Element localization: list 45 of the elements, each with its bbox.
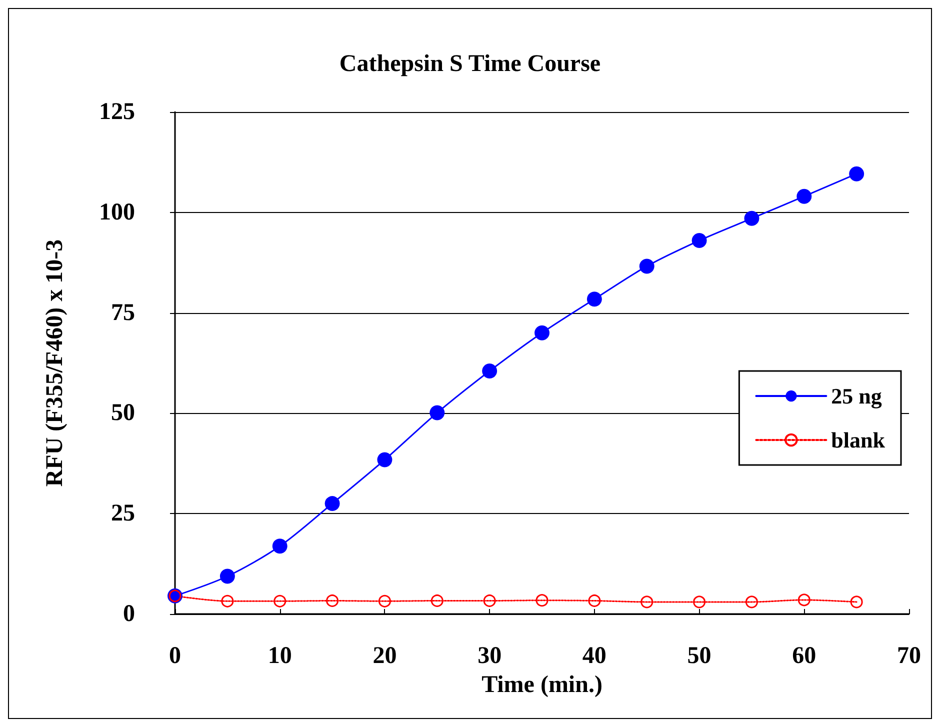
point <box>796 188 812 204</box>
point <box>430 594 444 607</box>
point <box>534 325 550 340</box>
legend-label: blank <box>831 428 886 452</box>
point <box>850 596 863 608</box>
y-tick-label: 100 <box>99 199 135 226</box>
point <box>640 596 654 608</box>
point <box>586 292 602 307</box>
legend-label: 25 ng <box>831 384 882 408</box>
point <box>220 568 235 584</box>
y-tick-label: 25 <box>111 500 135 527</box>
point <box>377 452 392 468</box>
point <box>693 596 706 608</box>
point <box>274 594 286 608</box>
chart-title: Cathepsin S Time Course <box>339 51 601 77</box>
point <box>482 364 498 379</box>
point <box>326 594 339 607</box>
point <box>378 594 391 608</box>
x-tick-label: 60 <box>792 643 816 669</box>
point <box>324 496 340 512</box>
point <box>798 594 810 606</box>
x-axis-title: Time (min.) <box>482 672 602 698</box>
x-tick-label: 50 <box>687 643 712 669</box>
x-tick-label: 20 <box>372 643 397 669</box>
y-axis-title: RFU (F355/F460) x 10-3 <box>42 239 68 487</box>
y-tick-label: 0 <box>123 601 135 627</box>
point <box>430 405 445 420</box>
point <box>221 594 234 608</box>
point <box>483 594 496 607</box>
point <box>588 594 601 607</box>
point <box>639 258 654 274</box>
x-tick-label: 70 <box>897 643 921 669</box>
x-tick-label: 0 <box>169 643 181 669</box>
y-tick-label: 125 <box>99 99 135 125</box>
point <box>536 594 548 607</box>
x-tick-label: 40 <box>582 643 606 669</box>
point <box>272 538 288 554</box>
y-tick-label: 75 <box>111 300 135 326</box>
x-tick-label: 30 <box>478 643 502 669</box>
y-tick-label: 50 <box>111 400 135 426</box>
point <box>744 210 760 226</box>
point <box>692 233 707 248</box>
x-tick-label: 10 <box>268 643 292 669</box>
point <box>849 166 864 182</box>
point <box>745 596 758 608</box>
